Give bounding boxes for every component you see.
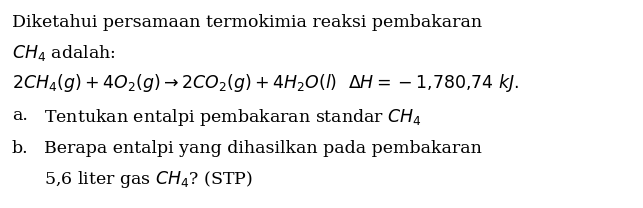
Text: 5,6 liter gas $\mathit{CH}_4$? (STP): 5,6 liter gas $\mathit{CH}_4$? (STP) xyxy=(44,169,253,190)
Text: Berapa entalpi yang dihasilkan pada pembakaran: Berapa entalpi yang dihasilkan pada pemb… xyxy=(44,140,482,157)
Text: $2\mathit{CH}_4(g)+4\mathit{O}_2(g)\rightarrow 2\mathit{CO}_2(g)+4\mathit{H}_2\m: $2\mathit{CH}_4(g)+4\mathit{O}_2(g)\righ… xyxy=(12,72,520,94)
Text: b.: b. xyxy=(12,140,29,157)
Text: Tentukan entalpi pembakaran standar $\mathit{CH}_4$: Tentukan entalpi pembakaran standar $\ma… xyxy=(44,107,422,128)
Text: Diketahui persamaan termokimia reaksi pembakaran: Diketahui persamaan termokimia reaksi pe… xyxy=(12,14,482,31)
Text: a.: a. xyxy=(12,107,28,124)
Text: $\mathit{CH}_4$ adalah:: $\mathit{CH}_4$ adalah: xyxy=(12,43,116,63)
